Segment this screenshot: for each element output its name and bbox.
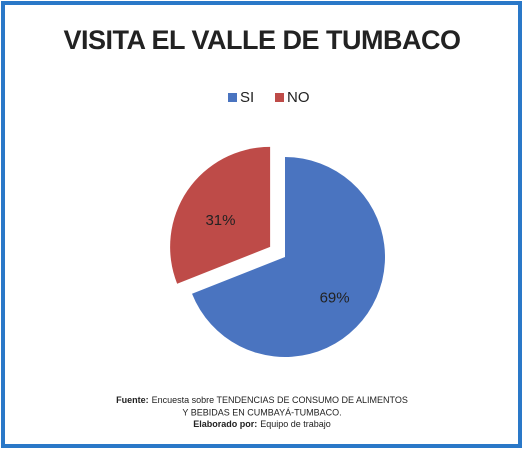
legend-swatch	[275, 93, 284, 102]
legend-label: SI	[240, 89, 254, 106]
pie-slice	[170, 146, 271, 284]
legend-swatch	[228, 93, 237, 102]
source-text: Y BEBIDAS EN CUMBAYÁ-TUMBACO.	[182, 407, 341, 417]
author-note: Elaborado por: Equipo de trabajo	[193, 419, 331, 429]
data-label: 31%	[205, 212, 235, 229]
source-label: Fuente:	[116, 395, 149, 405]
data-label: 69%	[320, 290, 350, 307]
author-text: Equipo de trabajo	[260, 419, 331, 429]
legend-label: NO	[287, 89, 310, 106]
pie-slice	[192, 157, 385, 357]
source-text: Encuesta sobre TENDENCIAS DE CONSUMO DE …	[152, 395, 408, 405]
source-note: Fuente: Encuesta sobre TENDENCIAS DE CONS…	[116, 395, 408, 405]
author-label: Elaborado por:	[193, 419, 257, 429]
chart-title: VISITA EL VALLE DE TUMBACO	[63, 25, 460, 55]
